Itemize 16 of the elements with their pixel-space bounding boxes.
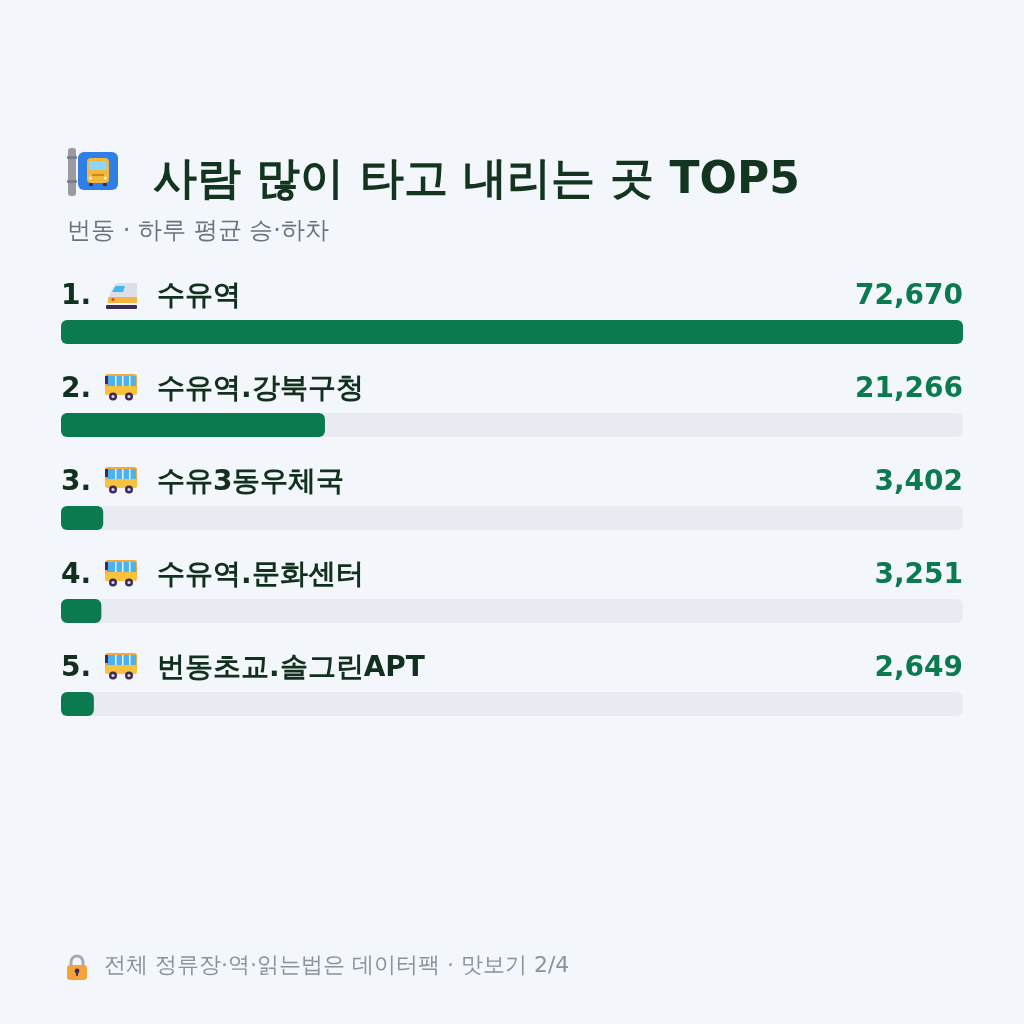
data-label: 3,402 bbox=[874, 463, 963, 497]
data-label: 3,251 bbox=[874, 556, 963, 590]
category-label: 5. 번동초교.솔그린APT bbox=[61, 649, 425, 683]
category-label: 2. 수유역.강북구청 bbox=[61, 370, 364, 404]
category-label: 4. 수유역.문화센터 bbox=[61, 556, 364, 590]
data-label: 2,649 bbox=[874, 649, 963, 683]
category-label: 3. 수유3동우체국 bbox=[61, 463, 345, 497]
data-label: 21,266 bbox=[854, 370, 963, 404]
bar bbox=[61, 506, 104, 530]
bar bbox=[61, 599, 102, 623]
data-label: 72,670 bbox=[854, 277, 963, 311]
category-label: 1. 수유역 bbox=[61, 277, 241, 311]
text: 전체 정류장·역·읽는법은 데이터팩 · 맛보기 2/4 bbox=[104, 951, 570, 977]
bar bbox=[61, 692, 94, 716]
chart-subtitle: 번동 · 하루 평균 승·하차 bbox=[67, 216, 329, 244]
chart-title: 사람 많이 타고 내리는 곳 TOP5 bbox=[153, 151, 800, 203]
